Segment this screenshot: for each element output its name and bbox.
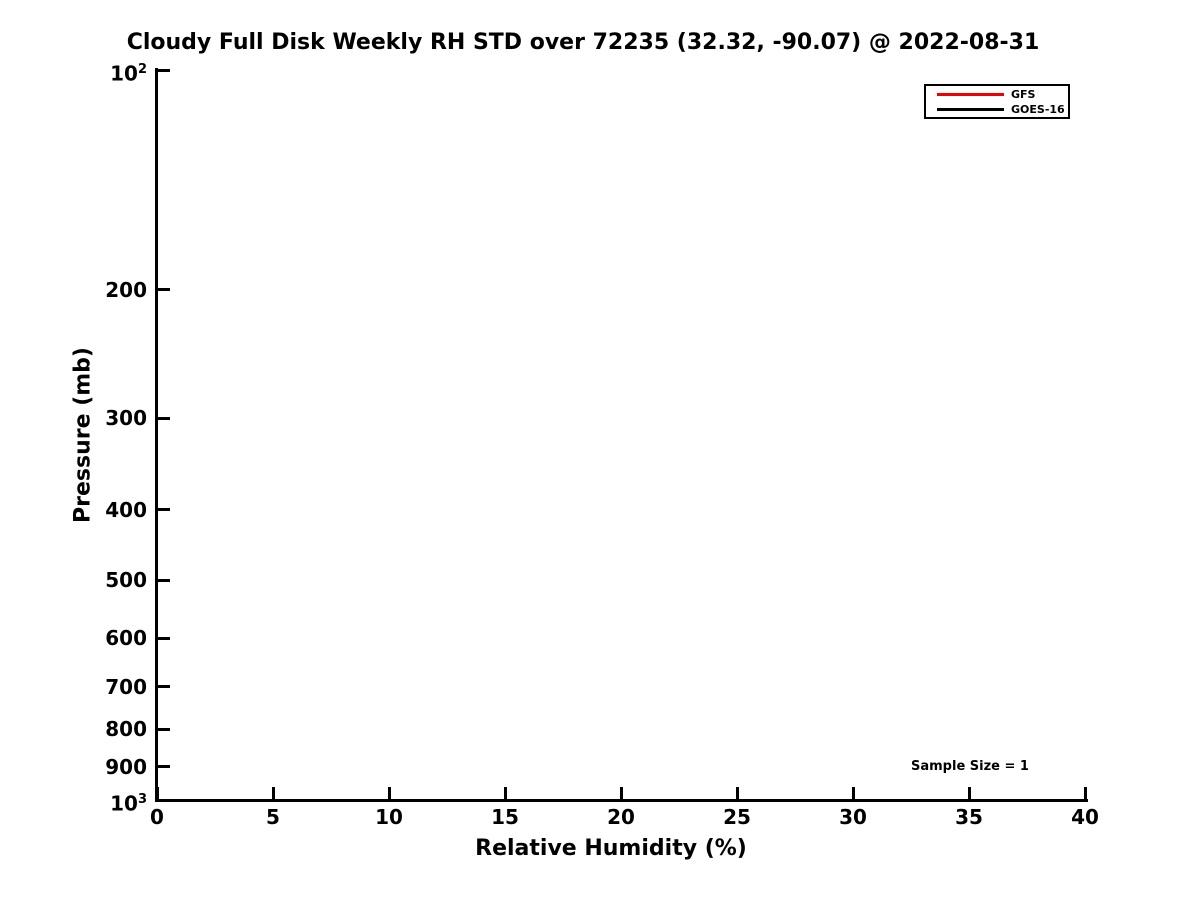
legend-entry: GFS xyxy=(937,87,1068,102)
y-tick-mark xyxy=(158,578,170,582)
y-tick-mark xyxy=(158,508,170,511)
x-tick-mark xyxy=(851,787,855,799)
sample-size-annotation: Sample Size = 1 xyxy=(911,758,1029,774)
legend-label: GOES-16 xyxy=(1011,102,1065,116)
y-tick-mark xyxy=(158,636,170,640)
x-tick-mark xyxy=(967,787,971,799)
legend-line-sample xyxy=(937,92,1004,96)
y-tick-mark xyxy=(158,765,170,769)
x-tick-mark xyxy=(619,787,623,799)
x-tick-mark xyxy=(735,787,739,799)
legend-entry: GOES-16 xyxy=(937,102,1068,117)
y-tick-label: 500 xyxy=(105,568,147,593)
x-tick-label: 35 xyxy=(955,805,983,829)
x-tick-label: 15 xyxy=(491,805,519,829)
legend-label: GFS xyxy=(1011,87,1036,101)
x-tick-label: 20 xyxy=(607,805,635,829)
x-tick-mark xyxy=(387,787,391,799)
y-tick-label: 102 xyxy=(110,61,147,86)
x-tick-label: 0 xyxy=(150,805,164,829)
x-axis-spine xyxy=(155,799,1088,802)
y-tick-mark xyxy=(158,288,170,292)
y-tick-label: 200 xyxy=(105,277,147,302)
x-tick-label: 40 xyxy=(1071,805,1099,829)
x-tick-label: 5 xyxy=(266,805,280,829)
y-tick-label: 400 xyxy=(105,497,147,522)
legend-line-sample xyxy=(937,107,1004,111)
y-tick-mark xyxy=(158,68,170,72)
y-tick-label: 600 xyxy=(105,626,147,651)
x-tick-mark xyxy=(1083,787,1087,799)
x-tick-label: 25 xyxy=(723,805,751,829)
y-tick-label: 300 xyxy=(105,406,147,431)
y-tick-label: 700 xyxy=(105,674,147,699)
y-tick-mark xyxy=(158,798,170,802)
x-tick-mark xyxy=(503,787,507,799)
y-tick-label: 800 xyxy=(105,717,147,742)
y-tick-label: 900 xyxy=(105,754,147,779)
y-axis-spine xyxy=(155,68,158,802)
x-tick-mark xyxy=(271,787,275,799)
y-tick-mark xyxy=(158,727,170,731)
y-tick-mark xyxy=(158,685,170,689)
y-tick-mark xyxy=(158,416,170,420)
x-tick-label: 30 xyxy=(839,805,867,829)
x-axis-label: Relative Humidity (%) xyxy=(475,836,747,861)
y-tick-exponent: 2 xyxy=(137,62,147,77)
legend: GFS GOES-16 xyxy=(924,84,1070,119)
chart-title: Cloudy Full Disk Weekly RH STD over 7223… xyxy=(126,30,1040,55)
x-tick-label: 10 xyxy=(375,805,403,829)
y-tick-exponent: 3 xyxy=(137,792,147,807)
x-tick-mark xyxy=(155,787,159,799)
y-tick-label: 103 xyxy=(110,791,147,816)
